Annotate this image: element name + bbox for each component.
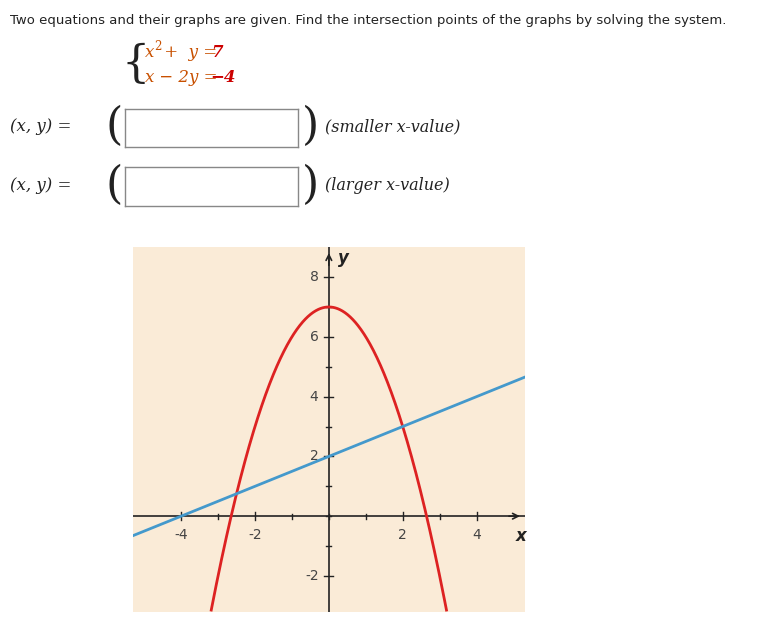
Text: 2: 2	[154, 40, 161, 54]
Text: x: x	[515, 527, 526, 544]
Text: (larger x-value): (larger x-value)	[325, 177, 449, 194]
Text: y: y	[338, 248, 349, 267]
Text: 4: 4	[472, 528, 481, 542]
Text: −4: −4	[210, 69, 236, 86]
Text: -2: -2	[305, 569, 319, 583]
Text: -4: -4	[175, 528, 188, 542]
Text: -2: -2	[248, 528, 262, 542]
Text: 2: 2	[310, 449, 319, 464]
Text: x: x	[145, 69, 154, 86]
Text: 4: 4	[310, 389, 319, 404]
Text: − 2y =: − 2y =	[154, 69, 223, 86]
Text: ): )	[301, 164, 319, 207]
Text: (: (	[106, 164, 123, 207]
Text: (smaller x-value): (smaller x-value)	[325, 118, 460, 135]
Text: 2: 2	[399, 528, 407, 542]
Text: {: {	[121, 43, 150, 87]
Text: Two equations and their graphs are given. Find the intersection points of the gr: Two equations and their graphs are given…	[10, 14, 727, 27]
Text: 6: 6	[309, 330, 319, 344]
Text: x: x	[145, 44, 154, 61]
Text: 7: 7	[211, 44, 223, 61]
Text: +  y =: + y =	[159, 44, 222, 61]
Text: (: (	[106, 105, 123, 148]
Text: (x, y) =: (x, y) =	[10, 177, 77, 194]
Text: (x, y) =: (x, y) =	[10, 118, 77, 135]
Text: 8: 8	[309, 270, 319, 284]
Text: ): )	[301, 105, 319, 148]
